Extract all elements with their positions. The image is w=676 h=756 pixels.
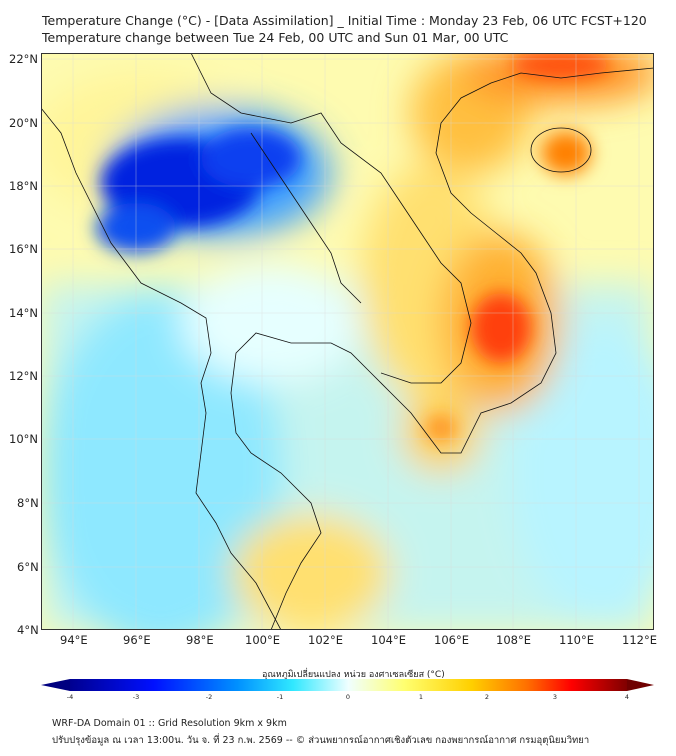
lon-tick: 112°E xyxy=(622,633,657,647)
colorbar-tick: 0 xyxy=(345,693,351,701)
footer-line-1: WRF-DA Domain 01 :: Grid Resolution 9km … xyxy=(52,718,287,729)
colorbar-tick: -3 xyxy=(132,693,140,701)
colorbar-min-extend xyxy=(41,679,70,691)
colorbar xyxy=(41,679,654,691)
colorbar-tick: -2 xyxy=(205,693,213,701)
lat-tick: 6°N xyxy=(17,560,39,574)
colorbar-tick: 1 xyxy=(418,693,424,701)
colorbar-tick: 2 xyxy=(484,693,490,701)
colorbar-tick: -4 xyxy=(66,693,74,701)
lat-tick: 16°N xyxy=(9,242,38,256)
lon-tick: 100°E xyxy=(245,633,280,647)
lon-tick: 96°E xyxy=(123,633,151,647)
lat-tick: 12°N xyxy=(9,369,38,383)
coastlines xyxy=(41,53,654,630)
temperature-change-map xyxy=(41,53,654,630)
lon-tick: 98°E xyxy=(186,633,214,647)
lat-tick: 10°N xyxy=(9,432,38,446)
lon-tick: 110°E xyxy=(559,633,594,647)
colorbar-max-extend xyxy=(627,679,654,691)
colorbar-tick: 4 xyxy=(624,693,630,701)
title-line-1: Temperature Change (°C) - [Data Assimila… xyxy=(42,13,647,28)
footer-line-2: ปรับปรุงข้อมูล ณ เวลา 13:00น. วัน จ. ที่… xyxy=(52,735,590,746)
colorbar-tick: 3 xyxy=(552,693,558,701)
colorbar-tick: -1 xyxy=(276,693,284,701)
lon-tick: 94°E xyxy=(60,633,88,647)
lon-tick: 104°E xyxy=(371,633,406,647)
lat-tick: 22°N xyxy=(9,52,38,66)
lat-tick: 4°N xyxy=(17,623,39,637)
lon-tick: 106°E xyxy=(434,633,469,647)
lat-tick: 14°N xyxy=(9,306,38,320)
lat-tick: 18°N xyxy=(9,179,38,193)
title-line-2: Temperature change between Tue 24 Feb, 0… xyxy=(42,30,509,45)
lon-tick: 102°E xyxy=(308,633,343,647)
colorbar-label: อุณหภูมิเปลี่ยนแปลง หน่วย องศาเซลเซียส (… xyxy=(262,670,445,680)
lat-tick: 8°N xyxy=(17,496,39,510)
lon-tick: 108°E xyxy=(496,633,531,647)
lat-tick: 20°N xyxy=(9,116,38,130)
